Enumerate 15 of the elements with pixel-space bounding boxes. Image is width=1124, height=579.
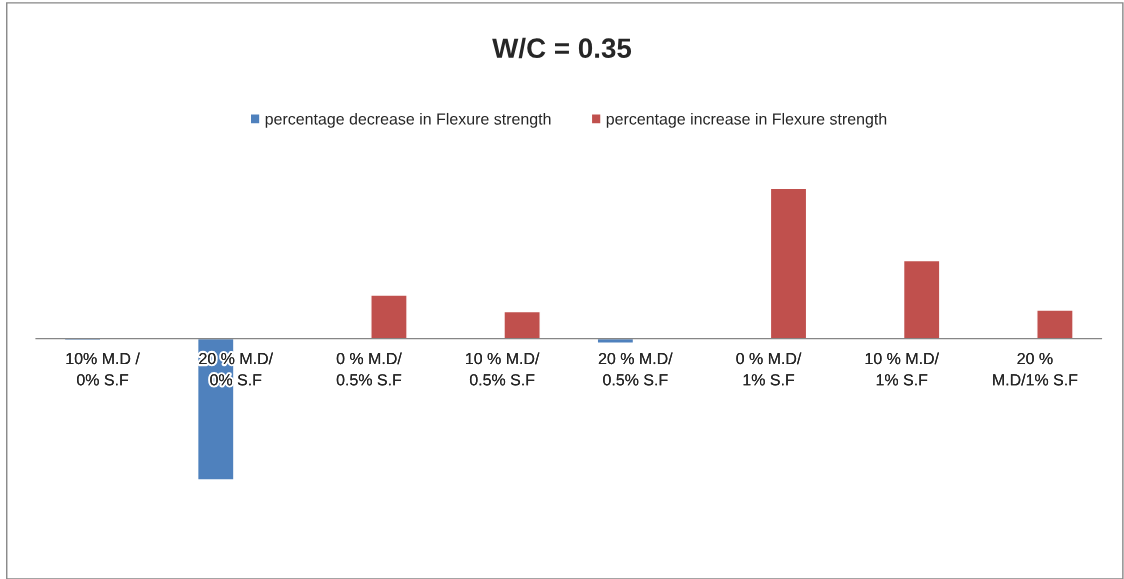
x-tick-label: 10 % M.D/ 0.5% S.F [466,352,540,386]
bar [370,294,408,340]
x-tick-label: 20 % M.D/1% S.F [993,352,1078,386]
legend-label: percentage increase in Flexure strength [606,112,887,128]
bar [902,259,941,340]
x-tick-label: 0 % M.D/ 0.5% S.F [336,352,402,386]
bar [1036,309,1074,340]
x-tick-label: 20 % M.D/ 0.5% S.F [598,352,673,386]
x-tick-label: 10% M.D / 0% S.F [66,352,140,386]
x-tick-label: 10 % M.D/ 1% S.F [865,352,940,386]
chart-title: W/C = 0.35 [492,37,632,59]
bar [769,187,808,340]
bar [503,310,541,340]
x-tick-label: 0 % M.D/ 1% S.F [736,352,802,386]
legend-label: percentage decrease in Flexure strength [265,112,551,128]
